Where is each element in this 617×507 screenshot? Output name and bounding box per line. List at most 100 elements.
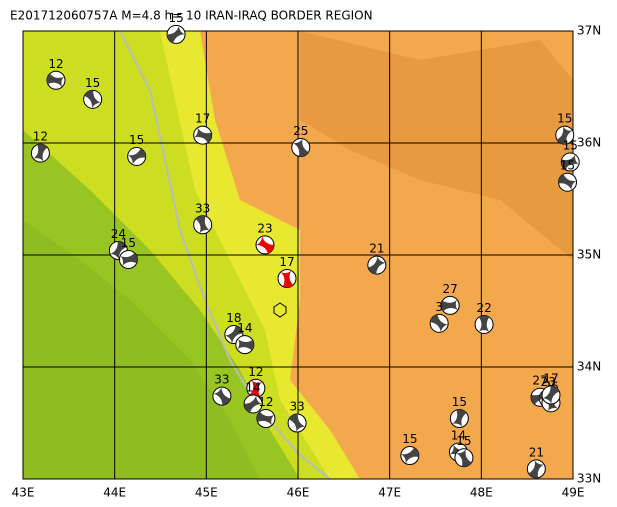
depth-label: 15	[560, 159, 575, 173]
focal-mechanism	[400, 445, 420, 465]
lon-label: 45E	[195, 486, 218, 500]
compression-quadrant	[33, 144, 48, 162]
depth-label: 27	[532, 374, 547, 388]
depth-label: 15	[557, 112, 572, 126]
depth-label: 12	[48, 57, 63, 71]
compression-quadrant	[441, 299, 458, 312]
focal-mechanism	[440, 295, 460, 315]
depth-label: 15	[168, 11, 183, 25]
focal-mechanism	[367, 255, 387, 275]
lon-label: 43E	[12, 486, 35, 500]
compression-quadrant	[293, 138, 309, 157]
focal-mechanism	[30, 143, 50, 163]
depth-label: 15	[452, 395, 467, 409]
focal-mechanism	[454, 448, 474, 468]
compression-quadrant	[430, 314, 449, 333]
depth-label: 25	[293, 124, 308, 138]
depth-label: 33	[214, 373, 229, 387]
focal-mechanism	[83, 89, 103, 109]
focal-mechanism	[558, 172, 577, 192]
lon-label: 47E	[378, 486, 401, 500]
compression-quadrant	[478, 315, 490, 332]
compression-quadrant	[224, 325, 243, 344]
focal-mechanism	[166, 24, 186, 44]
lat-label: 33N	[577, 472, 601, 486]
depth-label: 3	[435, 300, 443, 314]
focal-mechanism	[526, 459, 546, 479]
compression-quadrant	[456, 448, 472, 467]
depth-label: 12	[33, 130, 48, 144]
depth-label: 24	[111, 227, 126, 241]
compression-quadrant	[280, 270, 294, 288]
focal-mechanism	[429, 313, 449, 333]
depth-label: 22	[476, 301, 491, 315]
depth-label: 21	[369, 242, 384, 256]
compression-quadrant	[452, 409, 467, 428]
depth-label: 21	[529, 445, 544, 459]
lat-label: 34N	[577, 360, 601, 374]
lon-label: 48E	[470, 486, 493, 500]
depth-label: 33	[195, 201, 210, 215]
focal-mechanism	[287, 413, 307, 433]
depth-label: 33	[289, 400, 304, 414]
depth-label: 12	[248, 365, 263, 379]
compression-quadrant	[561, 154, 579, 170]
lat-label: 36N	[577, 136, 601, 150]
focal-mechanism	[541, 385, 561, 405]
map-title: E201712060757A M=4.8 h= 10 IRAN-IRAQ BOR…	[10, 9, 373, 23]
compression-quadrant	[256, 236, 274, 254]
depth-label: 14	[245, 380, 260, 394]
depth-label: 12	[258, 395, 273, 409]
focal-mechanism	[449, 409, 469, 429]
focal-mechanism	[193, 125, 213, 145]
compression-quadrant	[120, 252, 138, 267]
focal-mechanism	[193, 215, 213, 235]
depth-label: 18	[226, 311, 241, 325]
compression-quadrant	[213, 387, 231, 406]
compression-quadrant	[110, 241, 127, 260]
depth-label: 17	[279, 255, 294, 269]
depth-label: 23	[541, 375, 556, 389]
focal-mechanism	[243, 394, 263, 414]
focal-mechanism	[555, 125, 575, 145]
depth-label: 15	[456, 434, 471, 448]
depth-label: 15	[85, 76, 100, 90]
compression-quadrant	[256, 411, 275, 426]
depth-label: 15	[402, 432, 417, 446]
depth-label: 15	[563, 139, 578, 153]
depth-label: 17	[543, 372, 558, 386]
compression-quadrant	[47, 73, 65, 87]
focal-mechanism	[256, 409, 276, 429]
depth-label: 14	[237, 321, 252, 335]
river	[119, 31, 331, 479]
compression-quadrant	[400, 447, 419, 464]
focal-mechanism	[246, 378, 266, 398]
depth-label: 17	[195, 112, 210, 126]
depth-label: 23	[257, 221, 272, 235]
grid	[22, 30, 574, 480]
depth-label: 14	[451, 429, 466, 443]
depth-label: 15	[129, 133, 144, 147]
focal-mechanism	[291, 137, 311, 157]
depth-label: 15	[121, 236, 136, 250]
compression-quadrant	[368, 256, 386, 275]
lat-label: 35N	[577, 248, 601, 262]
focal-mechanism	[235, 335, 255, 355]
compression-quadrant	[84, 90, 101, 109]
compression-quadrant	[237, 338, 254, 351]
epicenter-marker	[273, 302, 287, 318]
compression-quadrant	[194, 127, 212, 143]
lon-label: 44E	[103, 486, 126, 500]
lat-label: 37N	[577, 24, 601, 38]
focal-mechanism	[277, 269, 297, 289]
focal-mechanism	[255, 235, 275, 255]
depth-label: 27	[443, 282, 458, 296]
compression-quadrant	[244, 395, 263, 413]
focal-mechanism	[560, 152, 580, 172]
compression-quadrant	[557, 126, 573, 145]
compression-quadrant	[167, 25, 186, 43]
focal-mechanism	[474, 314, 494, 334]
focal-mechanism	[118, 249, 138, 269]
